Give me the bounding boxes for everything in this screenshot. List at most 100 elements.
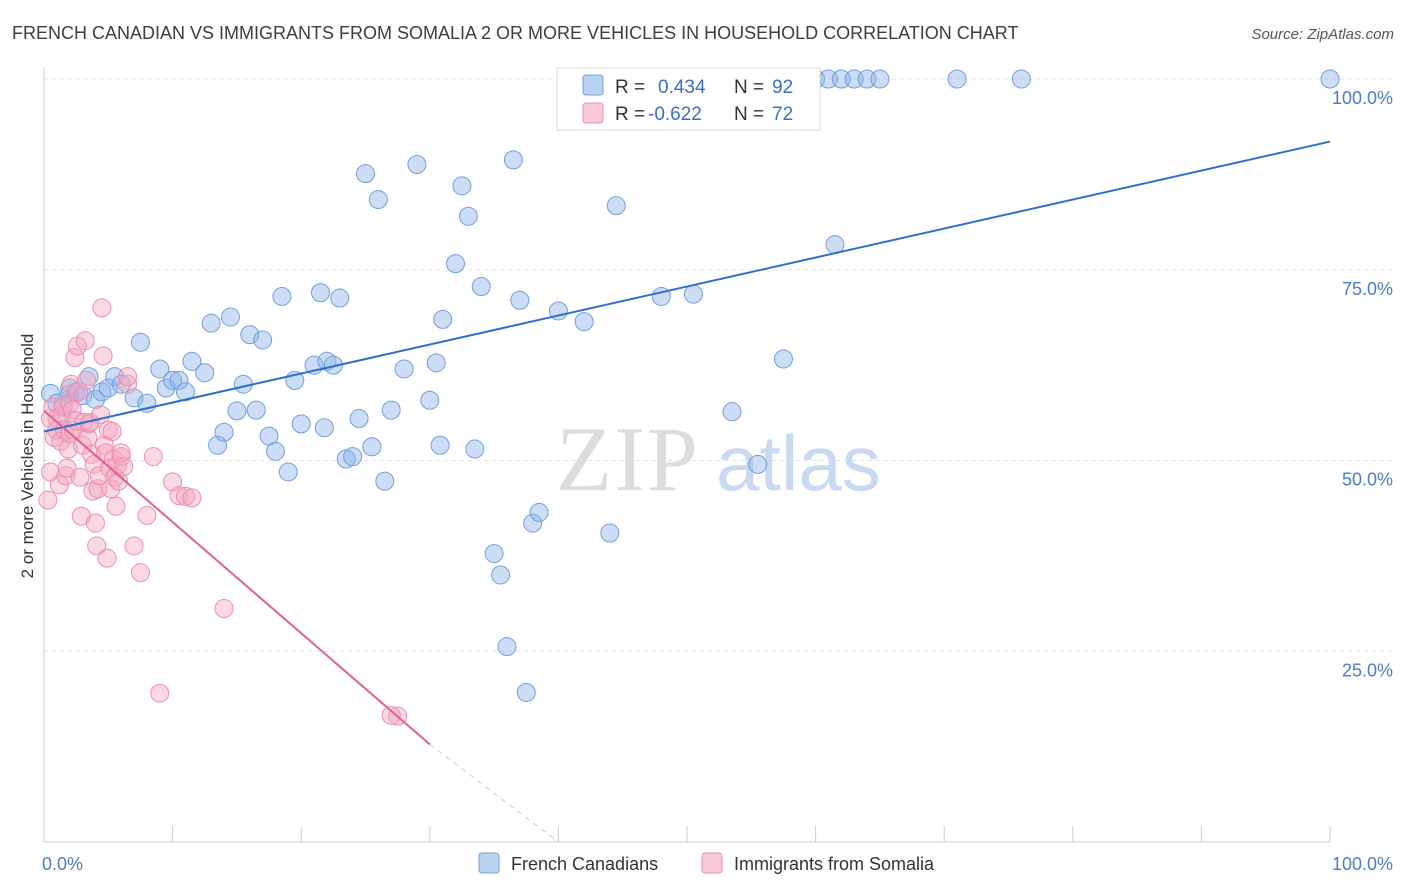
data-point: [75, 331, 95, 351]
axes: [43, 67, 1331, 843]
x-tick-label: 100.0%: [1332, 854, 1393, 874]
data-point: [773, 349, 793, 369]
data-point: [97, 548, 117, 568]
data-point: [69, 382, 89, 402]
y-axis-label: 2 or more Vehicles in Household: [18, 334, 37, 579]
data-point: [458, 206, 478, 226]
data-point: [56, 466, 76, 486]
svg-text:atlas: atlas: [716, 419, 881, 507]
data-point: [227, 401, 247, 421]
bottom-legend-swatch-french-canadians: [478, 852, 500, 874]
data-point: [407, 154, 427, 174]
data-point: [368, 190, 388, 210]
data-point: [246, 400, 266, 420]
trend-line: [43, 140, 1331, 433]
data-point: [356, 164, 375, 184]
data-point: [70, 467, 90, 487]
trend-lines: [43, 140, 1331, 843]
data-point: [175, 486, 195, 506]
legend-n-label: N =: [734, 77, 764, 98]
legend-r-label: R =: [615, 77, 645, 98]
svg-text:ZIP: ZIP: [556, 408, 700, 510]
data-point: [102, 422, 122, 442]
data-point: [87, 536, 107, 556]
data-point: [272, 286, 292, 306]
data-point: [452, 176, 472, 196]
data-point: [101, 479, 121, 499]
data-point: [182, 488, 202, 508]
data-point: [214, 599, 234, 619]
data-point: [96, 443, 116, 463]
data-point: [201, 313, 221, 333]
data-point: [491, 565, 511, 585]
data-point: [98, 378, 118, 398]
data-point: [111, 374, 131, 394]
data-point: [430, 435, 450, 455]
trend-line: [43, 410, 431, 746]
data-point: [420, 390, 440, 410]
data-point: [606, 196, 626, 216]
data-point: [516, 682, 536, 702]
data-point: [163, 370, 183, 390]
bottom-legend-immigrants-from-somalia: Immigrants from Somalia: [734, 854, 935, 874]
data-point: [426, 353, 446, 373]
data-point: [471, 277, 491, 297]
chart-title: FRENCH CANADIAN VS IMMIGRANTS FROM SOMAL…: [12, 23, 1018, 43]
data-point: [150, 359, 170, 379]
data-point: [150, 683, 170, 703]
data-point: [220, 307, 240, 327]
data-point: [310, 283, 330, 303]
data-point: [278, 462, 298, 482]
data-point: [574, 312, 594, 332]
data-point: [57, 458, 77, 478]
data-point: [65, 347, 85, 367]
data-point: [870, 69, 890, 89]
legend-swatch-french-canadians: [582, 74, 604, 96]
x-tick-label: 0.0%: [42, 854, 83, 874]
y-tick-label: 100.0%: [1332, 88, 1393, 108]
legend-n-value: 92: [772, 77, 793, 98]
data-point: [683, 284, 703, 304]
data-point: [58, 439, 78, 459]
y-tick-labels: 25.0% 50.0% 75.0% 100.0%: [1332, 88, 1393, 680]
y-tick-label: 75.0%: [1342, 279, 1393, 299]
data-point: [291, 414, 311, 434]
data-point: [118, 367, 138, 387]
series-french-canadians: [40, 69, 1340, 702]
legend-box: R = 0.434 N = 92 R = -0.622 N = 72: [556, 67, 821, 131]
data-point: [85, 513, 105, 533]
data-point: [375, 471, 395, 491]
series-immigrants-from-somalia: [38, 298, 408, 726]
data-point: [106, 496, 126, 516]
data-point: [109, 471, 129, 491]
data-point: [465, 439, 485, 459]
data-point: [1320, 69, 1340, 89]
data-point: [143, 447, 163, 467]
bottom-legend: French Canadians Immigrants from Somalia: [478, 852, 935, 874]
data-point: [89, 466, 109, 486]
data-point: [349, 409, 369, 429]
data-point: [265, 441, 285, 461]
data-point: [529, 502, 549, 522]
bottom-legend-french-canadians: French Canadians: [511, 854, 658, 874]
data-point: [503, 150, 523, 170]
data-point: [85, 389, 105, 409]
y-tick-label: 50.0%: [1342, 470, 1393, 490]
zipatlas-watermark: ZIP atlas: [556, 408, 881, 510]
legend-n-label: N =: [734, 104, 764, 125]
legend-r-value: 0.434: [658, 77, 706, 98]
data-point: [343, 447, 363, 467]
data-point: [114, 457, 134, 477]
data-point: [523, 513, 543, 533]
data-point: [314, 418, 334, 438]
data-point: [38, 490, 58, 510]
data-point: [169, 370, 189, 390]
data-point: [130, 332, 150, 352]
legend-swatch-immigrants-from-somalia: [582, 102, 604, 124]
data-point: [118, 374, 138, 394]
data-point: [253, 330, 273, 350]
data-point: [49, 475, 69, 495]
data-point: [240, 325, 260, 345]
data-point: [600, 523, 620, 543]
